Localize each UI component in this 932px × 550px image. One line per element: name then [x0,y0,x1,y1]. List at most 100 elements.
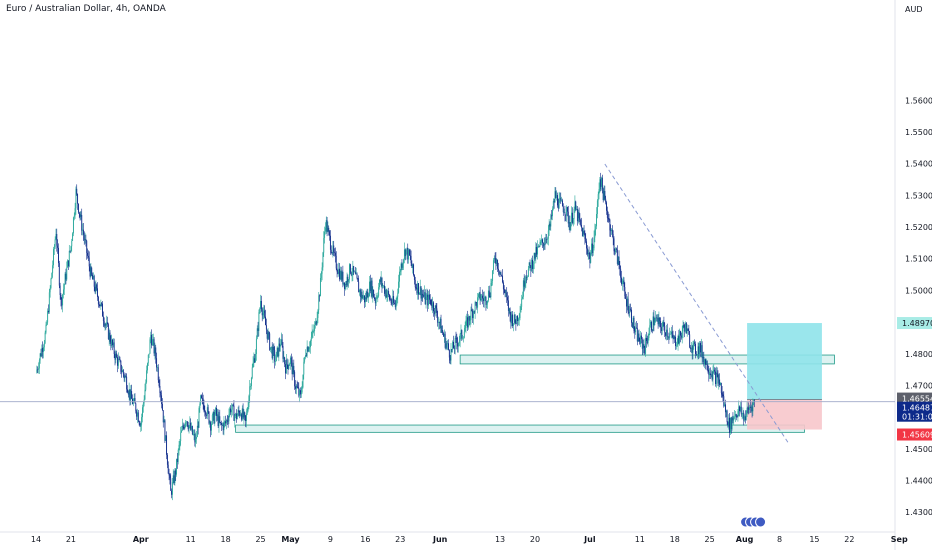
candle[interactable] [158,380,160,387]
candle[interactable] [697,346,699,355]
candle[interactable] [354,271,355,273]
candle[interactable] [474,302,476,313]
candle[interactable] [455,337,457,339]
candle[interactable] [715,372,717,385]
candle[interactable] [62,289,64,295]
candle[interactable] [249,386,251,397]
candle[interactable] [277,347,279,357]
candle[interactable] [281,339,283,347]
candle[interactable] [177,449,179,463]
candle[interactable] [236,415,238,420]
candle[interactable] [189,422,191,426]
candle[interactable] [500,272,502,276]
candle[interactable] [638,333,640,342]
candle[interactable] [684,327,686,332]
candle[interactable] [670,333,672,335]
candle[interactable] [441,330,443,333]
candle[interactable] [89,266,91,277]
candle[interactable] [604,191,606,199]
candle[interactable] [730,417,732,429]
candle[interactable] [176,458,178,475]
candle[interactable] [117,358,119,366]
candle[interactable] [568,222,570,224]
candle[interactable] [107,322,108,325]
candle[interactable] [665,329,667,336]
candle[interactable] [460,330,462,334]
candle[interactable] [323,237,325,253]
candle[interactable] [753,400,755,402]
candle[interactable] [118,358,120,360]
candle[interactable] [65,273,67,280]
candle[interactable] [621,277,622,285]
candle[interactable] [658,317,660,325]
candle[interactable] [447,343,449,344]
candle[interactable] [655,317,657,322]
candle[interactable] [646,341,648,344]
candle[interactable] [36,369,38,373]
candle[interactable] [77,193,79,204]
candle[interactable] [693,342,695,344]
candle[interactable] [703,356,705,365]
candle[interactable] [332,245,334,254]
candle[interactable] [435,305,437,309]
candle[interactable] [285,359,287,374]
candle[interactable] [320,273,322,278]
candle[interactable] [195,438,197,443]
candle[interactable] [102,316,104,322]
candle[interactable] [670,331,672,334]
candle[interactable] [306,347,308,356]
candle[interactable] [680,335,682,338]
candle[interactable] [376,297,378,299]
candle[interactable] [406,247,408,250]
candle[interactable] [273,346,275,351]
candle[interactable] [668,336,670,338]
candle[interactable] [40,353,42,356]
candle[interactable] [588,253,590,254]
candle[interactable] [709,373,711,376]
candle[interactable] [204,411,206,412]
candle[interactable] [555,191,557,198]
candle[interactable] [418,283,420,295]
candle[interactable] [497,268,499,271]
candle[interactable] [446,343,448,345]
candle[interactable] [448,349,450,358]
candle[interactable] [108,332,110,340]
candle[interactable] [743,412,745,421]
candle[interactable] [611,229,613,234]
candle[interactable] [375,297,377,304]
candle[interactable] [610,230,612,232]
candle[interactable] [71,240,73,247]
candle[interactable] [507,300,509,311]
candle[interactable] [434,305,436,315]
candle[interactable] [512,314,513,326]
candle[interactable] [654,321,656,326]
candle[interactable] [216,407,217,416]
candle[interactable] [98,304,100,305]
candle[interactable] [423,295,425,297]
candle[interactable] [550,215,552,227]
candle[interactable] [567,211,569,224]
candle[interactable] [443,333,445,337]
candle[interactable] [270,347,271,350]
candle[interactable] [502,282,504,290]
candle[interactable] [620,268,622,278]
candle[interactable] [752,401,754,412]
candle[interactable] [616,248,617,250]
candle[interactable] [372,289,374,297]
candle[interactable] [389,299,391,301]
candle[interactable] [361,291,363,299]
candle[interactable] [666,329,668,337]
candle[interactable] [287,364,289,369]
candle[interactable] [231,404,233,410]
candle[interactable] [388,291,390,295]
candle[interactable] [403,249,405,260]
candle[interactable] [605,198,607,203]
candle[interactable] [329,231,331,236]
candle[interactable] [616,249,618,264]
candle[interactable] [260,300,261,309]
candle[interactable] [331,252,333,254]
candle[interactable] [295,385,297,389]
candle[interactable] [729,417,731,433]
candle[interactable] [566,207,568,212]
candle[interactable] [415,287,417,288]
